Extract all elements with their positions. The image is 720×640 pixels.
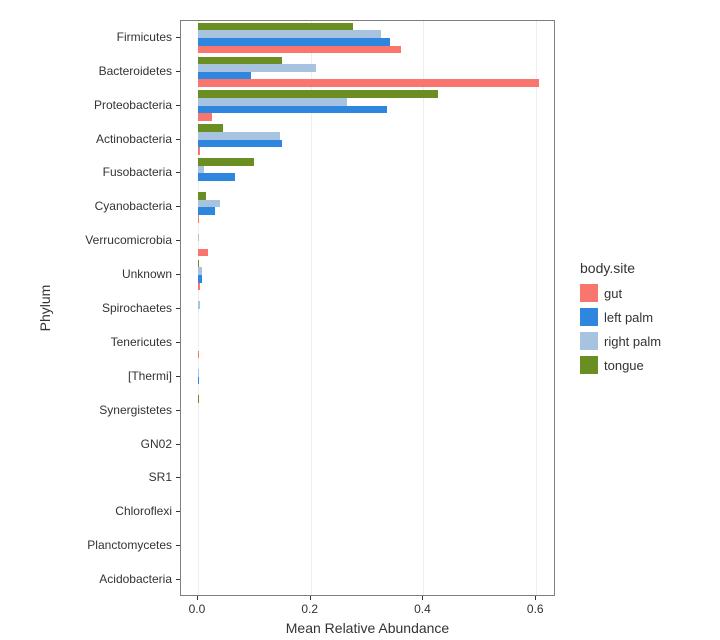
bar bbox=[198, 90, 438, 98]
legend: body.site gut left palm right palm tongue bbox=[580, 260, 661, 374]
y-tick-label: SR1 bbox=[149, 470, 172, 484]
bar bbox=[198, 98, 347, 106]
y-tick-label: Actinobacteria bbox=[96, 132, 172, 146]
y-tick-label: Synergistetes bbox=[99, 403, 172, 417]
x-tick bbox=[310, 596, 311, 600]
bar bbox=[198, 377, 199, 385]
bar bbox=[198, 192, 206, 200]
bar bbox=[198, 124, 223, 132]
bar bbox=[198, 351, 199, 359]
bar bbox=[198, 57, 283, 65]
x-tick bbox=[535, 596, 536, 600]
plot-panel bbox=[180, 20, 555, 596]
legend-swatch bbox=[580, 308, 598, 326]
legend-item: gut bbox=[580, 284, 661, 302]
y-tick-label: Planctomycetes bbox=[87, 538, 172, 552]
y-tick bbox=[176, 308, 180, 309]
bar bbox=[198, 395, 199, 403]
x-tick-label: 0.4 bbox=[414, 602, 431, 616]
y-tick-label: Cyanobacteria bbox=[95, 199, 172, 213]
bar bbox=[198, 38, 390, 46]
legend-label: tongue bbox=[604, 358, 644, 373]
bar bbox=[198, 234, 199, 242]
legend-label: right palm bbox=[604, 334, 661, 349]
y-tick bbox=[176, 37, 180, 38]
bar bbox=[198, 301, 200, 309]
legend-item: left palm bbox=[580, 308, 661, 326]
x-tick-label: 0.2 bbox=[301, 602, 318, 616]
x-tick bbox=[197, 596, 198, 600]
y-tick bbox=[176, 105, 180, 106]
legend-title: body.site bbox=[580, 260, 661, 276]
x-tick-label: 0.0 bbox=[189, 602, 206, 616]
legend-label: gut bbox=[604, 286, 622, 301]
bar bbox=[198, 166, 204, 174]
y-tick bbox=[176, 206, 180, 207]
y-tick bbox=[176, 342, 180, 343]
x-tick-label: 0.6 bbox=[527, 602, 544, 616]
y-tick bbox=[176, 139, 180, 140]
y-tick bbox=[176, 477, 180, 478]
bar bbox=[198, 207, 215, 215]
x-tick bbox=[422, 596, 423, 600]
y-tick bbox=[176, 240, 180, 241]
y-tick bbox=[176, 71, 180, 72]
y-tick bbox=[176, 410, 180, 411]
bar bbox=[198, 132, 280, 140]
bar bbox=[198, 260, 199, 268]
y-tick-label: Verrucomicrobia bbox=[85, 233, 172, 247]
bar bbox=[198, 23, 353, 31]
x-axis-title: Mean Relative Abundance bbox=[180, 620, 555, 636]
gridline bbox=[536, 21, 537, 595]
y-tick bbox=[176, 444, 180, 445]
legend-item: tongue bbox=[580, 356, 661, 374]
y-tick bbox=[176, 172, 180, 173]
bar bbox=[198, 369, 199, 377]
y-tick-label: Chloroflexi bbox=[115, 504, 172, 518]
y-tick-label: Tenericutes bbox=[111, 335, 172, 349]
bar bbox=[198, 215, 199, 223]
y-tick-label: Firmicutes bbox=[117, 30, 172, 44]
y-tick-label: Proteobacteria bbox=[94, 98, 172, 112]
bar bbox=[198, 106, 387, 114]
bar bbox=[198, 30, 381, 38]
figure: Firmicutes Bacteroidetes Proteobacteria Act… bbox=[0, 0, 720, 640]
gridline bbox=[423, 21, 424, 595]
bar bbox=[198, 72, 252, 80]
bar bbox=[198, 275, 203, 283]
legend-swatch bbox=[580, 284, 598, 302]
bar bbox=[198, 79, 539, 87]
y-tick bbox=[176, 511, 180, 512]
bar bbox=[198, 147, 200, 155]
y-tick-label: [Thermi] bbox=[128, 369, 172, 383]
legend-label: left palm bbox=[604, 310, 653, 325]
legend-items: gut left palm right palm tongue bbox=[580, 284, 661, 374]
y-tick-label: Bacteroidetes bbox=[99, 64, 172, 78]
bar bbox=[198, 64, 316, 72]
legend-swatch bbox=[580, 356, 598, 374]
bar bbox=[198, 267, 203, 275]
y-tick bbox=[176, 545, 180, 546]
bar bbox=[198, 158, 254, 166]
y-tick bbox=[176, 579, 180, 580]
bar bbox=[198, 173, 235, 181]
y-tick bbox=[176, 274, 180, 275]
bar bbox=[198, 249, 208, 257]
legend-swatch bbox=[580, 332, 598, 350]
bar bbox=[198, 200, 221, 208]
y-tick-label: GN02 bbox=[141, 437, 172, 451]
bar bbox=[198, 113, 212, 121]
y-tick bbox=[176, 376, 180, 377]
y-tick-label: Unknown bbox=[122, 267, 172, 281]
bar bbox=[198, 283, 200, 291]
y-tick-label: Acidobacteria bbox=[99, 572, 172, 586]
y-axis-title: Phylum bbox=[37, 285, 53, 332]
legend-item: right palm bbox=[580, 332, 661, 350]
bar bbox=[198, 140, 283, 148]
y-tick-label: Spirochaetes bbox=[102, 301, 172, 315]
bar bbox=[198, 46, 401, 54]
y-tick-label: Fusobacteria bbox=[103, 165, 172, 179]
